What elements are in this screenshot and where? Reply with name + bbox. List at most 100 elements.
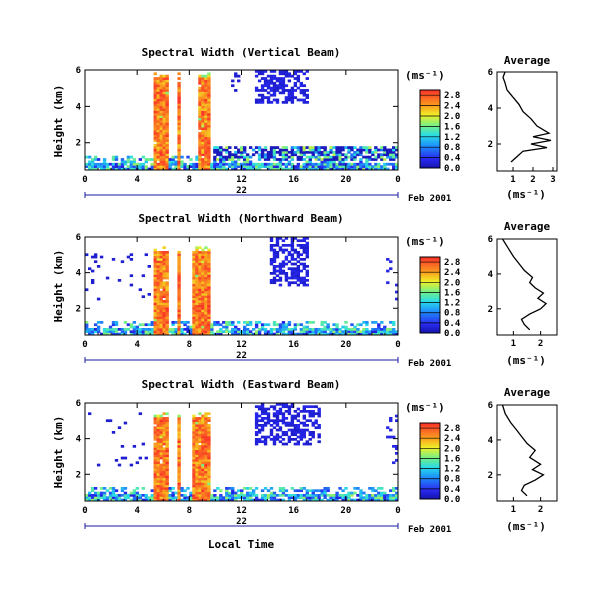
heatmap-cell — [225, 158, 229, 161]
colorbar-swatch — [420, 425, 440, 428]
heatmap-cell — [120, 445, 125, 448]
x-tick-label: 0 — [82, 506, 87, 516]
heatmap-cell — [138, 412, 143, 416]
colorbar-swatch — [420, 156, 440, 158]
colorbar-swatch — [420, 438, 440, 440]
heatmap-cell — [156, 279, 160, 282]
heatmap-cell — [153, 316, 157, 320]
heatmap-cell — [204, 417, 208, 420]
heatmap-cell — [305, 146, 309, 149]
heatmap-cell — [308, 442, 312, 446]
heatmap-cell — [392, 489, 396, 493]
heatmap-cell — [204, 89, 208, 92]
day-label: 22 — [236, 517, 247, 527]
colorbar-swatch — [420, 443, 440, 445]
heatmap-cell — [275, 412, 280, 416]
heatmap-cell — [389, 162, 393, 166]
heatmap-cell — [201, 293, 205, 296]
heatmap-cell — [287, 498, 292, 501]
heatmap-cell — [263, 407, 268, 411]
heatmap-cell — [269, 498, 274, 501]
heatmap-cell — [269, 260, 274, 264]
heatmap-cell — [216, 162, 220, 166]
heatmap-cell — [153, 421, 157, 425]
heatmap-cell — [198, 262, 202, 266]
heatmap-cell — [237, 150, 241, 154]
colorbar-swatch — [420, 289, 440, 292]
heatmap-cell — [293, 267, 298, 271]
heatmap-cell — [332, 162, 336, 166]
heatmap-cell — [204, 77, 208, 80]
heatmap-cell — [195, 260, 199, 264]
heatmap-cell — [347, 498, 351, 501]
heatmap-cell — [177, 302, 181, 306]
heatmap-cell — [263, 148, 268, 152]
heatmap-cell — [353, 328, 357, 331]
heatmap-cell — [237, 332, 241, 335]
colorbar-swatch — [420, 140, 440, 143]
colorbar-swatch — [420, 461, 440, 463]
heatmap-cell — [156, 81, 160, 85]
heatmap-cell — [216, 167, 220, 170]
heatmap-cell — [201, 112, 205, 116]
heatmap-cell — [156, 494, 160, 497]
heatmap-cell — [165, 155, 169, 159]
colorbar-tick-label: 0.0 — [444, 329, 460, 339]
heatmap-cell — [207, 79, 211, 83]
heatmap-cell — [90, 281, 95, 285]
heatmap-cell — [299, 84, 304, 88]
heatmap-cell — [251, 491, 256, 495]
heatmap-cell — [177, 325, 181, 329]
heatmap-cell — [296, 267, 301, 271]
heatmap-cell — [156, 321, 160, 324]
heatmap-cell — [153, 267, 157, 271]
heatmap-cell — [156, 461, 160, 465]
heatmap-cell — [165, 463, 169, 467]
heatmap-cell — [207, 103, 211, 107]
heatmap-cell — [245, 155, 250, 159]
heatmap-cell — [275, 100, 280, 104]
heatmap-cell — [108, 494, 113, 497]
heatmap-cell — [296, 265, 301, 268]
heatmap-cell — [284, 162, 289, 166]
heatmap-cell — [195, 311, 199, 315]
colorbar-swatch — [420, 469, 440, 472]
heatmap-cell — [260, 89, 265, 92]
heatmap-cell — [177, 442, 181, 446]
colorbar-swatch — [420, 155, 440, 157]
heatmap-cell — [93, 255, 98, 259]
heatmap-cell — [380, 491, 384, 495]
heatmap-cell — [392, 496, 396, 500]
heatmap-cell — [156, 115, 160, 119]
heatmap-cell — [177, 146, 181, 149]
heatmap-cell — [225, 498, 229, 501]
heatmap-cell — [269, 150, 274, 154]
colorbar-swatch — [420, 103, 440, 105]
heatmap-cell — [177, 311, 181, 315]
heatmap-cell — [257, 158, 262, 161]
heatmap-cell — [317, 148, 321, 152]
heatmap-cell — [156, 489, 160, 493]
heatmap-cell — [99, 494, 104, 497]
colorbar-swatch — [420, 467, 440, 469]
heatmap-cell — [201, 91, 205, 95]
heatmap-cell — [123, 167, 128, 170]
heatmap-cell — [290, 433, 295, 437]
heatmap-cell — [272, 438, 277, 441]
eastward-beam-heatmap — [85, 403, 398, 501]
heatmap-cell — [272, 165, 277, 169]
heatmap-cell — [153, 288, 157, 292]
heatmap-cell — [380, 155, 384, 159]
heatmap-cell — [162, 158, 166, 161]
heatmap-cell — [332, 150, 336, 154]
heatmap-cell — [350, 165, 354, 169]
heatmap-cell — [150, 328, 154, 331]
heatmap-cell — [272, 148, 277, 152]
heatmap-cell — [156, 417, 160, 420]
heatmap-cell — [311, 496, 315, 500]
heatmap-cell — [329, 494, 333, 497]
heatmap-cell — [299, 489, 304, 493]
heatmap-cell — [192, 304, 196, 308]
heatmap-cell — [159, 148, 163, 152]
colorbar-swatch — [420, 317, 440, 320]
